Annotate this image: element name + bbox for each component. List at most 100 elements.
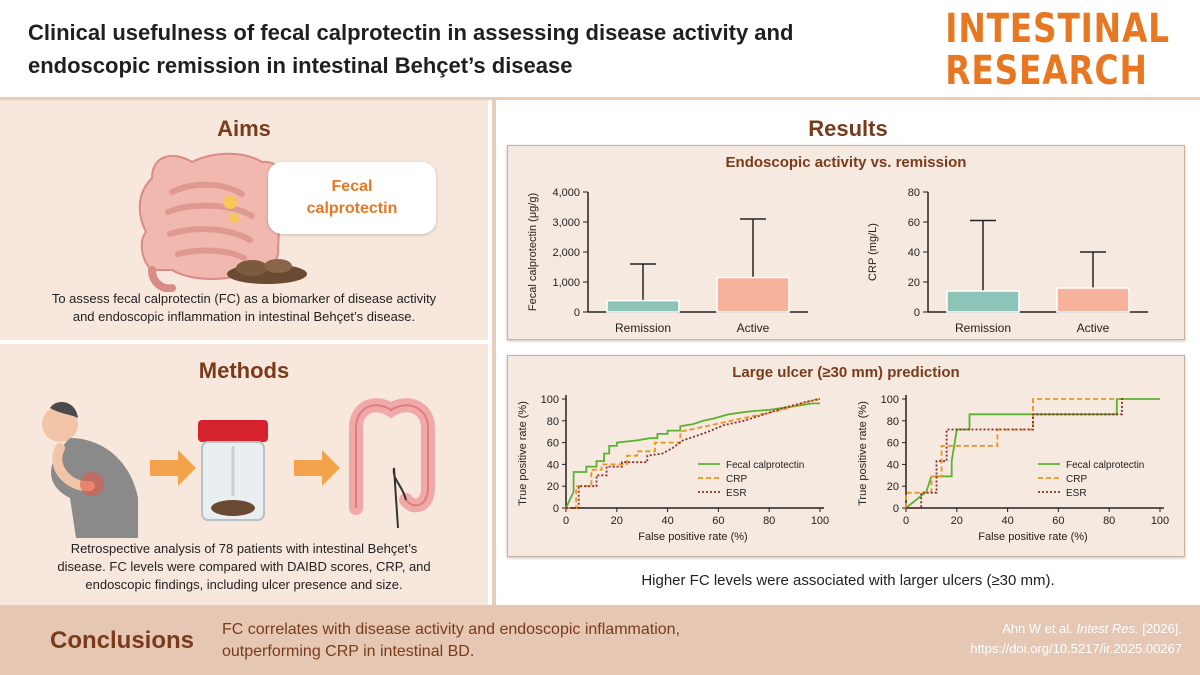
crp-y-tick-label: 20 [908, 277, 920, 289]
crp-bar-chart: 0 20 40 60 80 CRP (mg/L) Remission Active [867, 187, 1148, 335]
aims-section: Aims Fecal calprotectin To assess fecal … [0, 100, 488, 340]
roc-left-x-axis-label: False positive rate (%) [638, 531, 747, 543]
methods-text-line-3: endoscopic findings, including ulcer pre… [85, 577, 403, 592]
roc-right-x-tick-label: 20 [951, 515, 963, 527]
roc-left-y-tick-label: 0 [553, 503, 559, 515]
methods-section: Methods Retrospective analysis of 78 pat… [0, 344, 488, 605]
title-line-1: Clinical usefulness of fecal calprotecti… [28, 20, 794, 45]
stool-container-icon [198, 420, 268, 521]
crp-bar-remission [946, 290, 1020, 313]
citation-doi-link[interactable]: https://doi.org/10.5217/ir.2025.00267 [970, 641, 1182, 656]
arrow-right-icon [150, 450, 196, 486]
roc-right-x-axis-label: False positive rate (%) [978, 531, 1087, 543]
roc-right-y-tick-label: 40 [887, 459, 899, 471]
aims-title: Aims [217, 116, 271, 141]
fc-category-label: Active [737, 321, 770, 335]
activity-panel: Endoscopic activity vs. remission 0 1,000… [507, 145, 1185, 340]
crp-y-tick-label: 0 [914, 307, 920, 319]
bubble-line-1: Fecal [331, 178, 373, 195]
roc-right-legend-label: Fecal calprotectin [1066, 460, 1144, 471]
roc-left-y-axis-label: True positive rate (%) [517, 401, 529, 506]
conclusions-bar: Conclusions FC correlates with disease a… [0, 605, 1200, 675]
roc-chart-right: 00 20 20 40 40 60 60 80 80 100 100 False positive r… [857, 394, 1169, 543]
colon-endoscopy-illustration [349, 398, 435, 529]
aims-text-line-1: To assess fecal calprotectin (FC) as a b… [51, 291, 437, 306]
roc-left-legend-label: ESR [726, 488, 747, 499]
citation-journal: Intest Res. [1076, 621, 1139, 636]
roc-right-x-tick-label: 80 [1103, 515, 1115, 527]
arrow-right-icon-2 [294, 450, 340, 486]
methods-text-line-1: Retrospective analysis of 78 patients wi… [70, 541, 418, 556]
roc-left-series-0 [565, 402, 820, 509]
fc-y-tick-label: 0 [574, 307, 580, 319]
roc-right-y-tick-label: 0 [893, 503, 899, 515]
roc-right-x-tick-label: 60 [1052, 515, 1064, 527]
fc-y-tick-label: 3,000 [552, 217, 580, 229]
roc-right-x-tick-label: 40 [1001, 515, 1013, 527]
fc-bar-remission [606, 299, 680, 313]
brand-line-1: INTESTINAL [945, 6, 1170, 52]
results-footnote: Higher FC levels were associated with la… [641, 572, 1055, 589]
roc-left-x-tick-label: 20 [611, 515, 623, 527]
patient-illustration [42, 402, 138, 538]
fc-y-tick-label: 1,000 [552, 277, 580, 289]
roc-right-x-tick-label: 100 [1151, 515, 1169, 527]
methods-text: Retrospective analysis of 78 patients wi… [0, 540, 488, 594]
bubble-line-2: calprotectin [306, 200, 398, 217]
fc-y-tick-label: 4,000 [552, 187, 580, 199]
roc-right-y-tick-label: 100 [881, 394, 899, 406]
ulcer-panel: Large ulcer (≥30 mm) prediction 0 0 20 20 40… [507, 355, 1185, 557]
roc-right-series-1 [905, 398, 1120, 508]
citation: Ahn W et al. Intest Res. [2026]. https:/… [970, 619, 1182, 659]
fc-bar-chart: 0 1,000 2,000 3,000 4,000 Fecal calprotectin … [527, 187, 808, 335]
roc-left-x-tick-label: 60 [712, 515, 724, 527]
roc-left-series-2 [566, 398, 821, 509]
column-divider [492, 100, 496, 605]
header: Clinical usefulness of fecal calprotecti… [0, 0, 1200, 98]
roc-left-legend-label: CRP [726, 474, 747, 485]
methods-text-line-2: disease. FC levels were compared with DA… [57, 559, 431, 574]
fc-y-axis-label: Fecal calprotectin (μg/g) [527, 193, 539, 311]
roc-left-x-tick-label: 40 [661, 515, 673, 527]
stool-icon [227, 259, 307, 284]
roc-right-series-2 [906, 398, 1125, 509]
crp-y-tick-label: 40 [908, 247, 920, 259]
roc-left-x-tick-label: 0 [563, 515, 569, 527]
conclusions-label: Conclusions [50, 627, 195, 654]
crp-y-tick-label: 60 [908, 217, 920, 229]
aims-text-line-2: and endoscopic inflammation in intestina… [72, 309, 416, 324]
crp-category-label: Active [1077, 321, 1110, 335]
intestine-illustration [138, 152, 286, 292]
fc-category-label: Remission [615, 321, 671, 335]
roc-left-y-tick-label: 40 [547, 459, 559, 471]
roc-left-legend-label: Fecal calprotectin [726, 460, 804, 471]
roc-right-x-tick-label: 0 [903, 515, 909, 527]
roc-right-legend-label: ESR [1066, 488, 1087, 499]
journal-logo: INTESTINAL RESEARCH [945, 8, 1170, 92]
roc-right-y-axis-label: True positive rate (%) [857, 401, 869, 506]
methods-title: Methods [198, 358, 290, 383]
roc-left-x-tick-label: 80 [763, 515, 775, 527]
fc-y-tick-label: 2,000 [552, 247, 580, 259]
conclusions-line-1: FC correlates with disease activity and … [222, 621, 680, 638]
ulcer-panel-title: Large ulcer (≥30 mm) prediction [732, 364, 960, 381]
conclusions-text: FC correlates with disease activity and … [222, 619, 842, 663]
citation-authors: Ahn W et al. [1002, 621, 1077, 636]
title-line-2: endoscopic remission in intestinal Behçe… [28, 53, 573, 78]
speech-bubble: Fecal calprotectin [268, 162, 436, 234]
aims-text: To assess fecal calprotectin (FC) as a b… [0, 290, 488, 326]
crp-bar-active [1056, 287, 1130, 313]
brand-line-2: RESEARCH [945, 48, 1148, 94]
roc-left-y-tick-label: 100 [541, 394, 559, 406]
page-title: Clinical usefulness of fecal calprotecti… [28, 16, 888, 82]
roc-left-y-tick-label: 60 [547, 438, 559, 450]
activity-panel-title: Endoscopic activity vs. remission [725, 154, 967, 171]
conclusions-line-2: outperforming CRP in intestinal BD. [222, 643, 475, 660]
crp-category-label: Remission [955, 321, 1011, 335]
roc-right-y-tick-label: 80 [887, 416, 899, 428]
crp-y-tick-label: 80 [908, 187, 920, 199]
results-title: Results [808, 116, 888, 141]
fc-bar-active [716, 276, 790, 313]
citation-year: [2026]. [1138, 621, 1182, 636]
header-divider [0, 97, 1200, 100]
